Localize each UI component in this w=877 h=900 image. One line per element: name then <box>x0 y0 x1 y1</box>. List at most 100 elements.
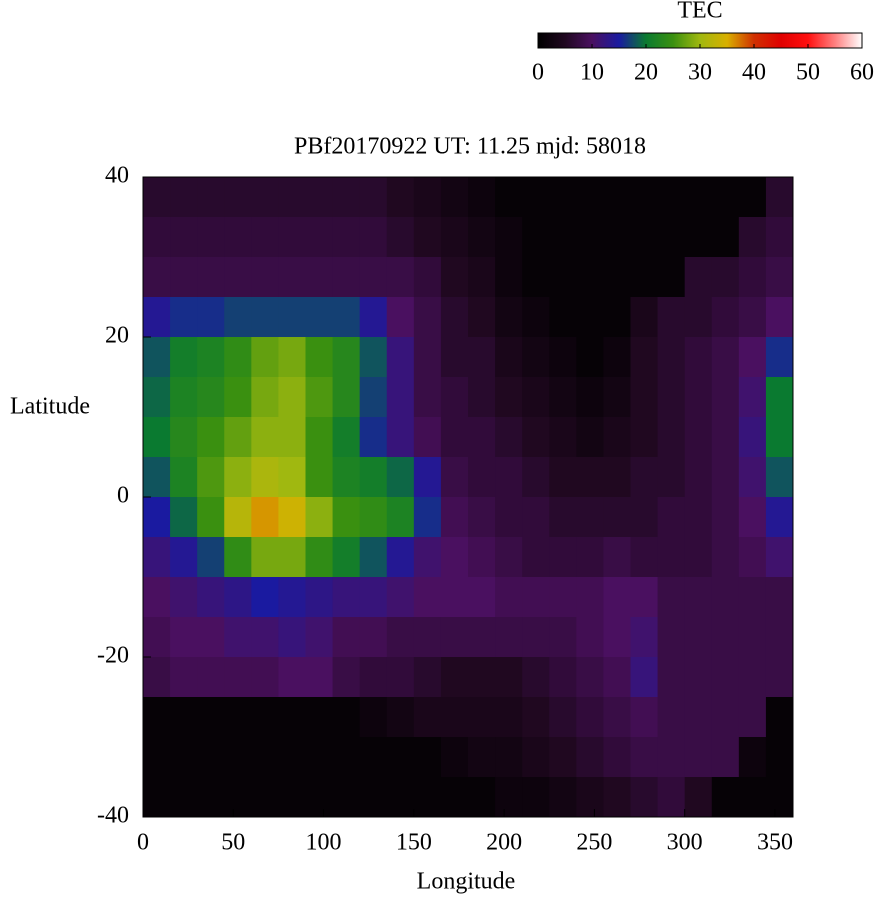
heatmap-cell <box>603 537 631 578</box>
heatmap-cell <box>197 617 225 658</box>
heatmap-cell <box>738 457 767 498</box>
heatmap-cell <box>305 257 334 298</box>
heatmap-cell <box>522 777 550 818</box>
heatmap-cell <box>386 177 415 218</box>
heatmap-cell <box>440 617 469 658</box>
heatmap-cell <box>278 177 306 218</box>
heatmap-cell <box>549 337 577 378</box>
heatmap-cell <box>711 337 740 378</box>
heatmap-cell <box>630 457 659 498</box>
heatmap-cell <box>413 337 442 378</box>
heatmap-cell <box>684 737 713 778</box>
heatmap-cell <box>468 257 496 298</box>
heatmap-cell <box>278 777 306 818</box>
heatmap-cell <box>576 337 604 378</box>
heatmap-cell <box>738 617 767 658</box>
heatmap-cell <box>197 257 225 298</box>
heatmap-cell <box>630 777 659 818</box>
heatmap-cell <box>305 537 334 578</box>
heatmap-cell <box>576 537 604 578</box>
heatmap-cell <box>170 257 198 298</box>
heatmap-cell <box>386 417 415 458</box>
heatmap-cell <box>765 377 794 418</box>
heatmap-cell <box>576 577 604 618</box>
heatmap-cell <box>549 297 577 338</box>
heatmap-cell <box>305 217 334 258</box>
heatmap-cell <box>278 417 306 458</box>
heatmap-cell <box>765 537 794 578</box>
heatmap-cell <box>170 657 198 698</box>
x-tick-label: 100 <box>306 830 342 856</box>
heatmap-cell <box>765 457 794 498</box>
heatmap-cell <box>603 457 631 498</box>
heatmap-cell <box>440 577 469 618</box>
heatmap-cell <box>657 657 686 698</box>
heatmap-cell <box>413 697 442 738</box>
heatmap-cell <box>576 457 604 498</box>
heatmap-cell <box>468 457 496 498</box>
heatmap-cell <box>143 337 171 378</box>
heatmap-cell <box>143 377 171 418</box>
heatmap-cell <box>522 177 550 218</box>
heatmap-cell <box>224 737 252 778</box>
heatmap-cell <box>630 417 659 458</box>
heatmap-cell <box>549 417 577 458</box>
heatmap-cell <box>305 657 334 698</box>
heatmap-cell <box>332 497 361 538</box>
heatmap-cell <box>522 697 550 738</box>
heatmap-cell <box>170 177 198 218</box>
heatmap-cell <box>738 297 767 338</box>
heatmap-cell <box>549 457 577 498</box>
heatmap-cell <box>468 217 496 258</box>
heatmap-cell <box>468 377 496 418</box>
heatmap-cell <box>359 177 388 218</box>
colorbar-tick-label: 40 <box>742 60 766 86</box>
heatmap-cell <box>711 417 740 458</box>
heatmap-cell <box>359 577 388 618</box>
heatmap-cell <box>549 497 577 538</box>
x-tick-label: 150 <box>396 830 432 856</box>
heatmap-cell <box>386 657 415 698</box>
heatmap-cell <box>711 697 740 738</box>
heatmap-cell <box>224 777 252 818</box>
heatmap-cell <box>657 617 686 658</box>
heatmap-cell <box>495 537 523 578</box>
heatmap-cell <box>495 617 523 658</box>
heatmap-cell <box>576 417 604 458</box>
heatmap-cell <box>711 777 740 818</box>
x-axis-label: Longitude <box>417 869 516 895</box>
heatmap-cell <box>738 497 767 538</box>
heatmap-cell <box>765 617 794 658</box>
heatmap-cell <box>224 617 252 658</box>
heatmap-cell <box>495 497 523 538</box>
heatmap-cell <box>386 537 415 578</box>
heatmap-cell <box>765 737 794 778</box>
heatmap-cell <box>143 777 171 818</box>
y-tick-label: 40 <box>105 163 129 189</box>
heatmap-cell <box>468 737 496 778</box>
heatmap-cell <box>305 417 334 458</box>
heatmap-cell <box>305 617 334 658</box>
heatmap-cell <box>576 257 604 298</box>
x-tick-label: 200 <box>486 830 522 856</box>
heatmap-cell <box>251 737 279 778</box>
heatmap-cell <box>413 297 442 338</box>
heatmap-cell <box>657 417 686 458</box>
heatmap-cell <box>495 217 523 258</box>
heatmap-cell <box>495 777 523 818</box>
heatmap-cell <box>197 457 225 498</box>
heatmap-cell <box>413 377 442 418</box>
heatmap-cell <box>576 697 604 738</box>
heatmap-cell <box>440 337 469 378</box>
colorbar-tick-label: 50 <box>796 60 820 86</box>
heatmap-cell <box>305 497 334 538</box>
heatmap-cell <box>711 217 740 258</box>
y-tick-label: -40 <box>97 803 129 829</box>
heatmap-cell <box>738 577 767 618</box>
heatmap-cell <box>738 337 767 378</box>
heatmap-cell <box>765 657 794 698</box>
heatmap-cell <box>522 577 550 618</box>
heatmap-cell <box>305 777 334 818</box>
heatmap-cell <box>684 777 713 818</box>
